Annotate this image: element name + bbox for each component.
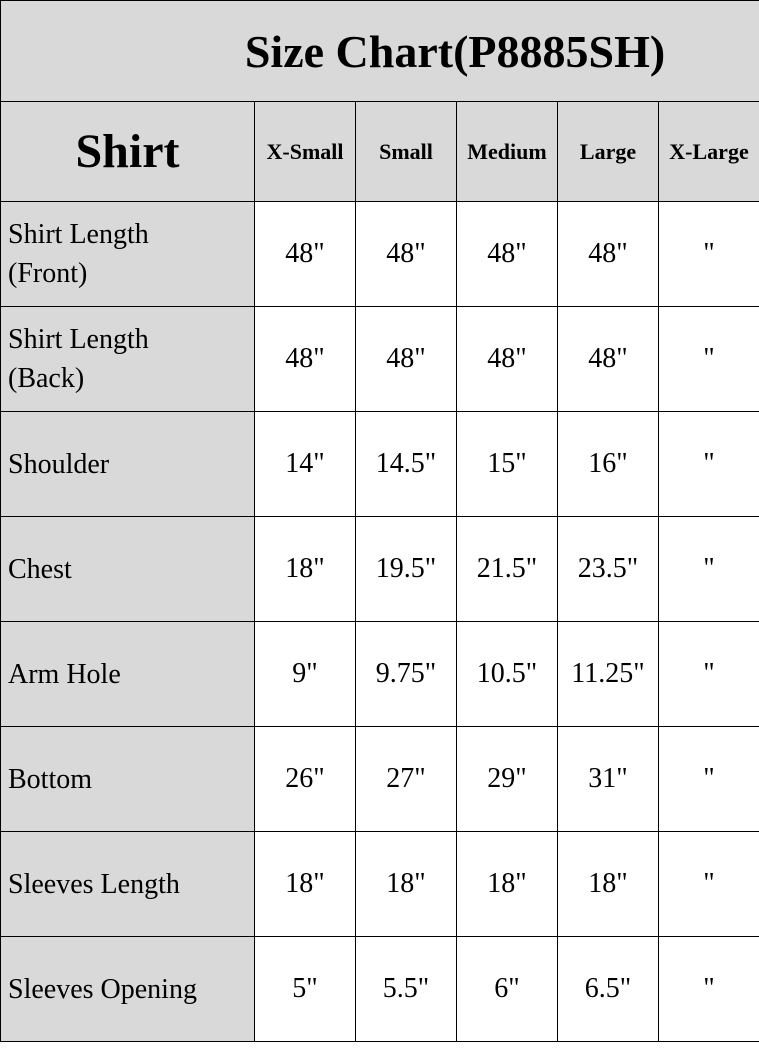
measurement-value: ": [657, 201, 759, 307]
table-row: Shirt Length (Back) 48" 48" 48" 48" ": [0, 306, 759, 412]
measurement-value: 19.5": [355, 516, 457, 622]
measurement-value: ": [657, 411, 759, 517]
measurement-value: 5.5": [355, 936, 457, 1042]
table-row: Sleeves Opening 5" 5.5" 6" 6.5" ": [0, 936, 759, 1042]
measurement-value: 15": [456, 411, 558, 517]
measurement-value: 18": [557, 831, 659, 937]
measurement-label: Bottom: [0, 726, 255, 832]
measurement-value: 18": [254, 831, 356, 937]
measurement-value: 9": [254, 621, 356, 727]
table-row: Sleeves Length 18" 18" 18" 18" ": [0, 831, 759, 937]
measurement-value: 48": [456, 201, 558, 307]
category-header: Shirt: [0, 101, 255, 202]
measurement-value: 10.5": [456, 621, 558, 727]
size-header: Medium: [456, 101, 558, 202]
measurement-value: 9.75": [355, 621, 457, 727]
measurement-value: 21.5": [456, 516, 558, 622]
measurement-value: 11.25": [557, 621, 659, 727]
header-row: Shirt X-Small Small Medium Large X-Large: [0, 101, 759, 202]
table-row: Arm Hole 9" 9.75" 10.5" 11.25" ": [0, 621, 759, 727]
measurement-value: 29": [456, 726, 558, 832]
measurement-value: ": [657, 831, 759, 937]
measurement-value: 6": [456, 936, 558, 1042]
measurement-label: Shirt Length (Back): [0, 306, 255, 412]
label-line: Shirt Length: [8, 324, 149, 355]
size-header: Small: [355, 101, 457, 202]
measurement-value: 14.5": [355, 411, 457, 517]
measurement-value: 23.5": [557, 516, 659, 622]
measurement-value: 18": [355, 831, 457, 937]
label-line: Shirt Length: [8, 219, 149, 250]
label-line: Chest: [8, 553, 72, 585]
measurement-value: 18": [254, 516, 356, 622]
measurement-value: ": [657, 516, 759, 622]
measurement-value: 48": [355, 306, 457, 412]
measurement-value: 48": [355, 201, 457, 307]
measurement-label: Sleeves Length: [0, 831, 255, 937]
measurement-value: 31": [557, 726, 659, 832]
measurement-value: 26": [254, 726, 356, 832]
measurement-label: Sleeves Opening: [0, 936, 255, 1042]
label-line: Sleeves Length: [8, 868, 180, 900]
table-row: Shoulder 14" 14.5" 15" 16" ": [0, 411, 759, 517]
measurement-value: ": [657, 726, 759, 832]
title-row: Size Chart(P8885SH): [0, 0, 759, 102]
measurement-value: 27": [355, 726, 457, 832]
measurement-value: 48": [254, 201, 356, 307]
measurement-value: ": [657, 306, 759, 412]
measurement-value: 48": [557, 201, 659, 307]
measurement-value: ": [657, 621, 759, 727]
measurement-value: 14": [254, 411, 356, 517]
label-line: (Front): [8, 258, 88, 289]
measurement-value: 6.5": [557, 936, 659, 1042]
measurement-label: Arm Hole: [0, 621, 255, 727]
measurement-value: ": [657, 936, 759, 1042]
measurement-label: Chest: [0, 516, 255, 622]
measurement-value: 5": [254, 936, 356, 1042]
label-line: Shoulder: [8, 448, 110, 480]
size-header: X-Large: [657, 101, 759, 202]
table-row: Chest 18" 19.5" 21.5" 23.5" ": [0, 516, 759, 622]
size-header: Large: [557, 101, 659, 202]
table-row: Shirt Length (Front) 48" 48" 48" 48" ": [0, 201, 759, 307]
measurement-value: 16": [557, 411, 659, 517]
label-line: Sleeves Opening: [8, 973, 197, 1005]
size-header: X-Small: [254, 101, 356, 202]
measurement-value: 48": [557, 306, 659, 412]
label-line: (Back): [8, 363, 85, 394]
measurement-value: 18": [456, 831, 558, 937]
label-line: Bottom: [8, 763, 93, 795]
chart-title: Size Chart(P8885SH): [0, 0, 759, 102]
label-line: Arm Hole: [8, 658, 121, 690]
table-row: Bottom 26" 27" 29" 31" ": [0, 726, 759, 832]
measurement-label: Shoulder: [0, 411, 255, 517]
measurement-label: Shirt Length (Front): [0, 201, 255, 307]
measurement-value: 48": [254, 306, 356, 412]
measurement-value: 48": [456, 306, 558, 412]
